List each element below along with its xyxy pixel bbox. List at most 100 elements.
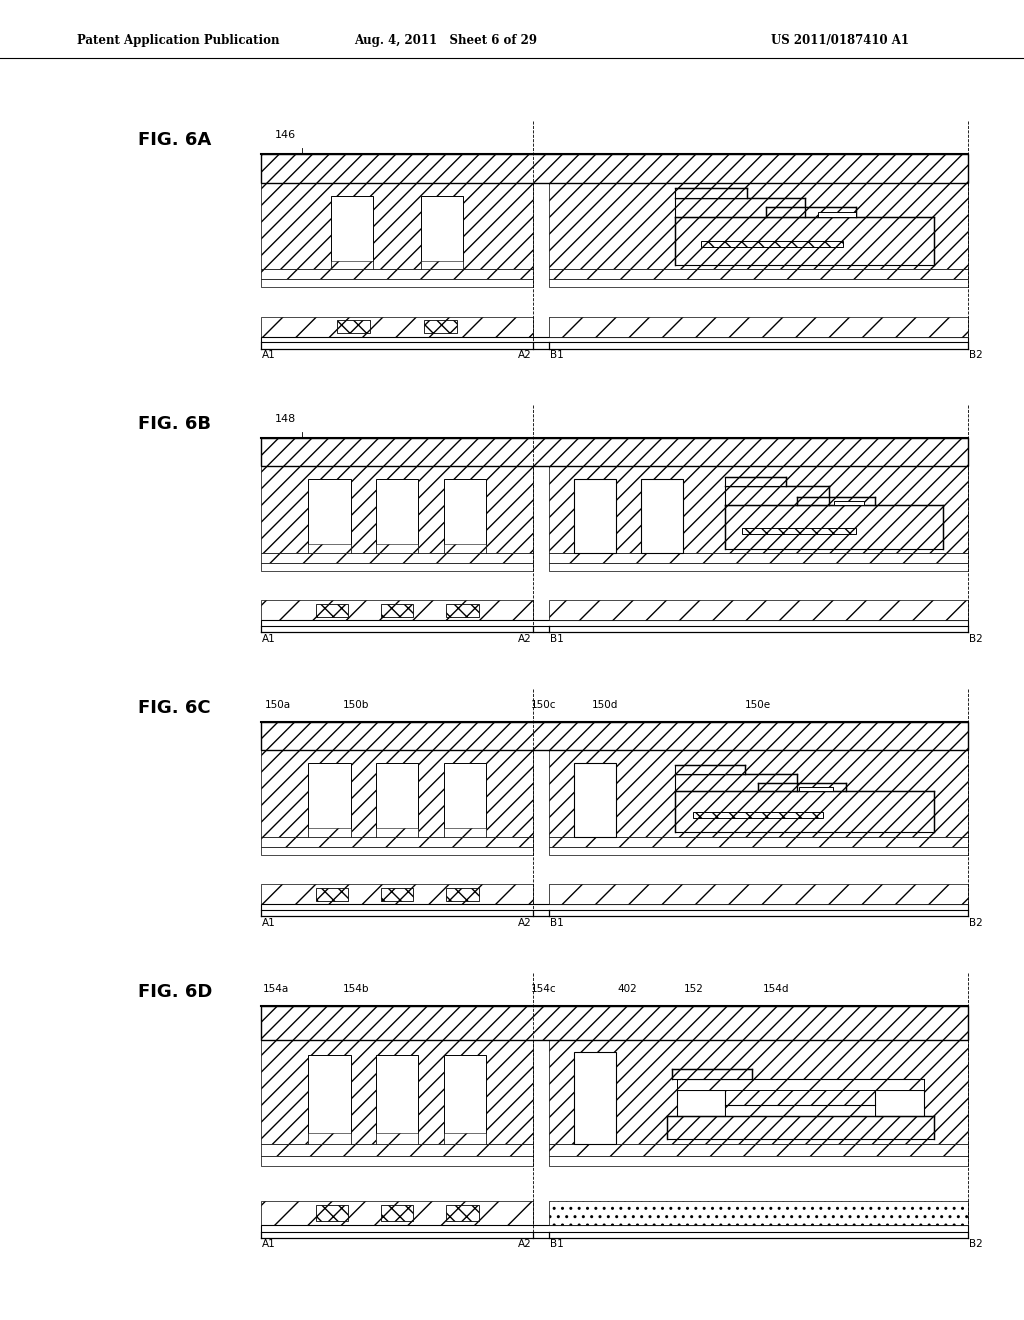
Text: 150d: 150d: [592, 700, 618, 710]
Bar: [261, 722, 968, 750]
Bar: [550, 280, 968, 288]
Text: A2: A2: [518, 634, 532, 644]
Bar: [261, 847, 534, 855]
Text: B1: B1: [551, 350, 564, 360]
Bar: [315, 887, 348, 900]
Bar: [574, 479, 616, 553]
Text: FIG. 6D: FIG. 6D: [138, 982, 213, 1001]
Bar: [550, 601, 968, 620]
Text: 150c: 150c: [531, 700, 556, 710]
Bar: [550, 553, 968, 564]
Text: 154c: 154c: [531, 983, 557, 994]
Bar: [261, 1201, 534, 1225]
Bar: [308, 479, 350, 553]
Bar: [261, 280, 534, 288]
Bar: [261, 750, 534, 837]
Bar: [550, 466, 968, 553]
Bar: [381, 1205, 414, 1221]
Bar: [725, 506, 942, 549]
Bar: [550, 1201, 968, 1225]
Bar: [675, 198, 805, 218]
Bar: [766, 207, 856, 218]
Text: 150a: 150a: [264, 700, 291, 710]
Bar: [700, 240, 844, 247]
Bar: [677, 1080, 924, 1090]
Bar: [550, 837, 968, 847]
Bar: [421, 195, 463, 269]
Text: A2: A2: [518, 917, 532, 928]
Bar: [667, 1115, 934, 1139]
Text: Patent Application Publication: Patent Application Publication: [77, 34, 280, 48]
Text: 154a: 154a: [262, 983, 289, 994]
Bar: [834, 500, 864, 506]
Text: 154d: 154d: [763, 983, 790, 994]
Bar: [381, 887, 414, 900]
Bar: [876, 1090, 924, 1115]
Bar: [550, 269, 968, 280]
Bar: [381, 603, 414, 616]
Bar: [672, 1069, 753, 1080]
Bar: [675, 187, 748, 198]
Bar: [424, 319, 457, 333]
Bar: [693, 812, 822, 817]
Bar: [446, 603, 479, 616]
Bar: [261, 837, 534, 847]
Bar: [315, 603, 348, 616]
Bar: [725, 486, 829, 506]
Text: B2: B2: [969, 1239, 982, 1250]
Bar: [308, 763, 350, 837]
Text: A2: A2: [518, 350, 532, 360]
Bar: [261, 317, 534, 337]
Text: B1: B1: [551, 1239, 564, 1250]
Bar: [675, 791, 934, 833]
Bar: [308, 1134, 350, 1144]
Bar: [261, 466, 534, 553]
Text: 402: 402: [617, 983, 638, 994]
Bar: [261, 269, 534, 280]
Text: Aug. 4, 2011   Sheet 6 of 29: Aug. 4, 2011 Sheet 6 of 29: [354, 34, 537, 48]
Bar: [797, 496, 876, 506]
Text: B1: B1: [551, 634, 564, 644]
Bar: [641, 479, 683, 553]
Bar: [550, 884, 968, 904]
Text: B2: B2: [969, 350, 982, 360]
Bar: [261, 553, 534, 564]
Bar: [261, 337, 968, 342]
Text: 152: 152: [684, 983, 703, 994]
Bar: [800, 787, 834, 791]
Bar: [725, 1105, 876, 1115]
Bar: [261, 884, 534, 904]
Text: A2: A2: [518, 1239, 532, 1250]
Bar: [261, 1156, 534, 1166]
Bar: [550, 847, 968, 855]
Bar: [675, 766, 744, 774]
Bar: [261, 182, 534, 269]
Bar: [376, 1056, 418, 1144]
Bar: [308, 544, 350, 553]
Text: A1: A1: [262, 350, 275, 360]
Text: B1: B1: [551, 917, 564, 928]
Text: B2: B2: [969, 917, 982, 928]
Bar: [376, 544, 418, 553]
Bar: [421, 260, 463, 269]
Bar: [550, 1156, 968, 1166]
Bar: [446, 887, 479, 900]
Bar: [550, 1144, 968, 1156]
Bar: [331, 195, 373, 269]
Bar: [261, 1040, 534, 1144]
Bar: [725, 477, 786, 486]
Bar: [308, 828, 350, 837]
Bar: [261, 904, 968, 909]
Text: 150b: 150b: [342, 700, 369, 710]
Bar: [550, 1040, 968, 1144]
Bar: [376, 1134, 418, 1144]
Bar: [677, 1090, 725, 1115]
Bar: [261, 438, 968, 466]
Bar: [742, 528, 856, 533]
Bar: [308, 1056, 350, 1144]
Text: US 2011/0187410 A1: US 2011/0187410 A1: [771, 34, 908, 48]
Bar: [758, 783, 846, 791]
Text: FIG. 6C: FIG. 6C: [138, 698, 211, 717]
Bar: [446, 1205, 479, 1221]
Text: A1: A1: [262, 1239, 275, 1250]
